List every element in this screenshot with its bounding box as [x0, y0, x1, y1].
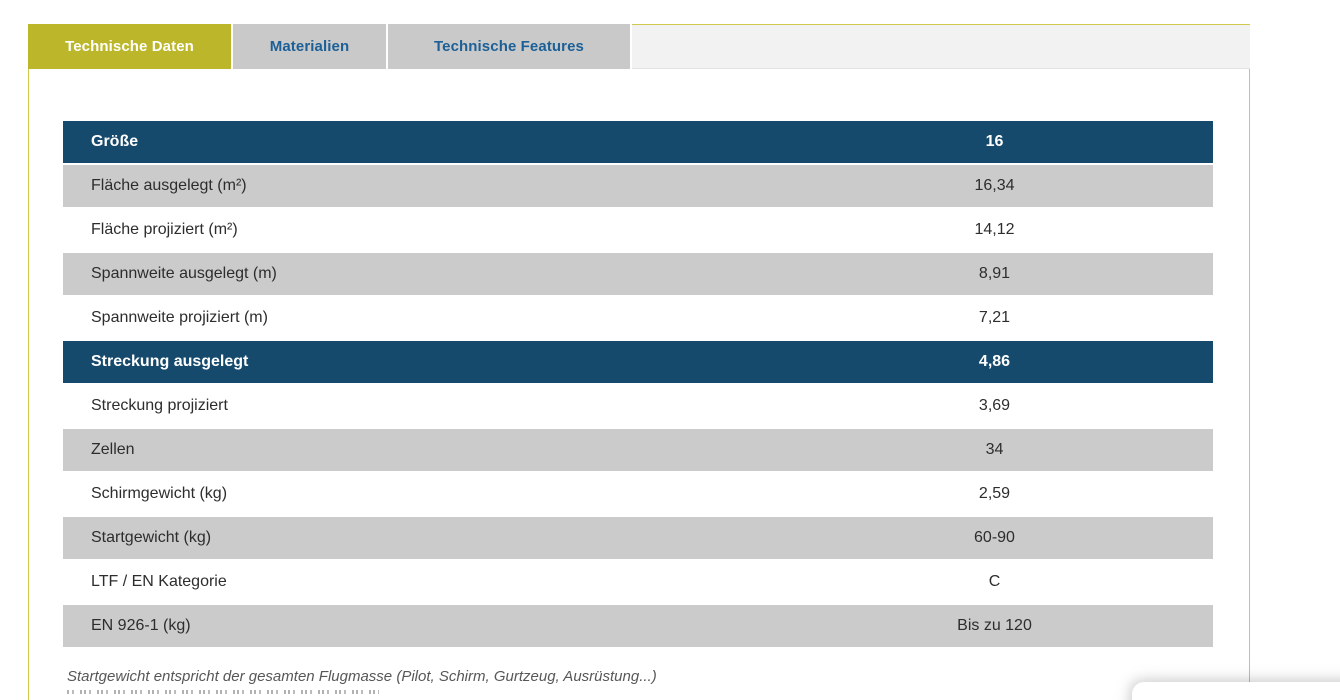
- spec-table: Größe 16 Fläche ausgelegt (m²) 16,34 Flä…: [63, 121, 1213, 647]
- table-row: Startgewicht (kg) 60-90: [63, 517, 1213, 559]
- tab-bar: Technische Daten Materialien Technische …: [28, 24, 1250, 69]
- spec-label: Spannweite projiziert (m): [91, 309, 268, 326]
- spec-value: C: [988, 573, 1001, 590]
- table-row: Zellen 34: [63, 429, 1213, 471]
- tab-bar-filler: [632, 24, 1250, 69]
- tab-materialien[interactable]: Materialien: [233, 24, 386, 69]
- spec-value: 16: [985, 133, 1004, 150]
- spec-value: 16,34: [974, 177, 1015, 194]
- spec-label: EN 926-1 (kg): [91, 617, 191, 634]
- tab-technische-features[interactable]: Technische Features: [388, 24, 630, 69]
- bottom-right-widget[interactable]: [1132, 682, 1340, 700]
- spec-label: Spannweite ausgelegt (m): [91, 265, 277, 282]
- table-row: Streckung ausgelegt 4,86: [63, 341, 1213, 383]
- tab-technische-daten[interactable]: Technische Daten: [28, 24, 231, 69]
- spec-value: 4,86: [978, 353, 1011, 370]
- spec-label: Streckung projiziert: [91, 397, 228, 414]
- table-row: Fläche ausgelegt (m²) 16,34: [63, 165, 1213, 207]
- table-row: Fläche projiziert (m²) 14,12: [63, 209, 1213, 251]
- table-row: Spannweite projiziert (m) 7,21: [63, 297, 1213, 339]
- spec-label: Größe: [91, 133, 139, 150]
- spec-value: 3,69: [978, 397, 1011, 414]
- spec-value: 2,59: [978, 485, 1011, 502]
- spec-value: 14,12: [974, 221, 1015, 238]
- spec-value: 8,91: [978, 265, 1011, 282]
- spec-label: Fläche ausgelegt (m²): [91, 177, 247, 194]
- table-row: Schirmgewicht (kg) 2,59: [63, 473, 1213, 515]
- spec-value: 60-90: [974, 529, 1015, 546]
- spec-label: Fläche projiziert (m²): [91, 221, 238, 238]
- spec-card: Technische Daten Materialien Technische …: [28, 24, 1250, 700]
- table-row: Streckung projiziert 3,69: [63, 385, 1213, 427]
- spec-value: Bis zu 120: [957, 617, 1032, 634]
- spec-label: LTF / EN Kategorie: [91, 573, 227, 590]
- tab-panel-technische-daten: Größe 16 Fläche ausgelegt (m²) 16,34 Flä…: [29, 121, 1249, 694]
- spec-label: Startgewicht (kg): [91, 529, 212, 546]
- table-row: EN 926-1 (kg) Bis zu 120: [63, 605, 1213, 647]
- spec-value: 7,21: [978, 309, 1011, 326]
- spec-label: Zellen: [91, 441, 135, 458]
- footnote-startgewicht: Startgewicht entspricht der gesamten Flu…: [67, 668, 657, 685]
- table-row: Größe 16: [63, 121, 1213, 163]
- table-row: Spannweite ausgelegt (m) 8,91: [63, 253, 1213, 295]
- spec-label: Streckung ausgelegt: [91, 353, 249, 370]
- spec-label: Schirmgewicht (kg): [91, 485, 228, 502]
- spec-value: 34: [985, 441, 1004, 458]
- table-row: LTF / EN Kategorie C: [63, 561, 1213, 603]
- clipped-text-line: [67, 690, 379, 694]
